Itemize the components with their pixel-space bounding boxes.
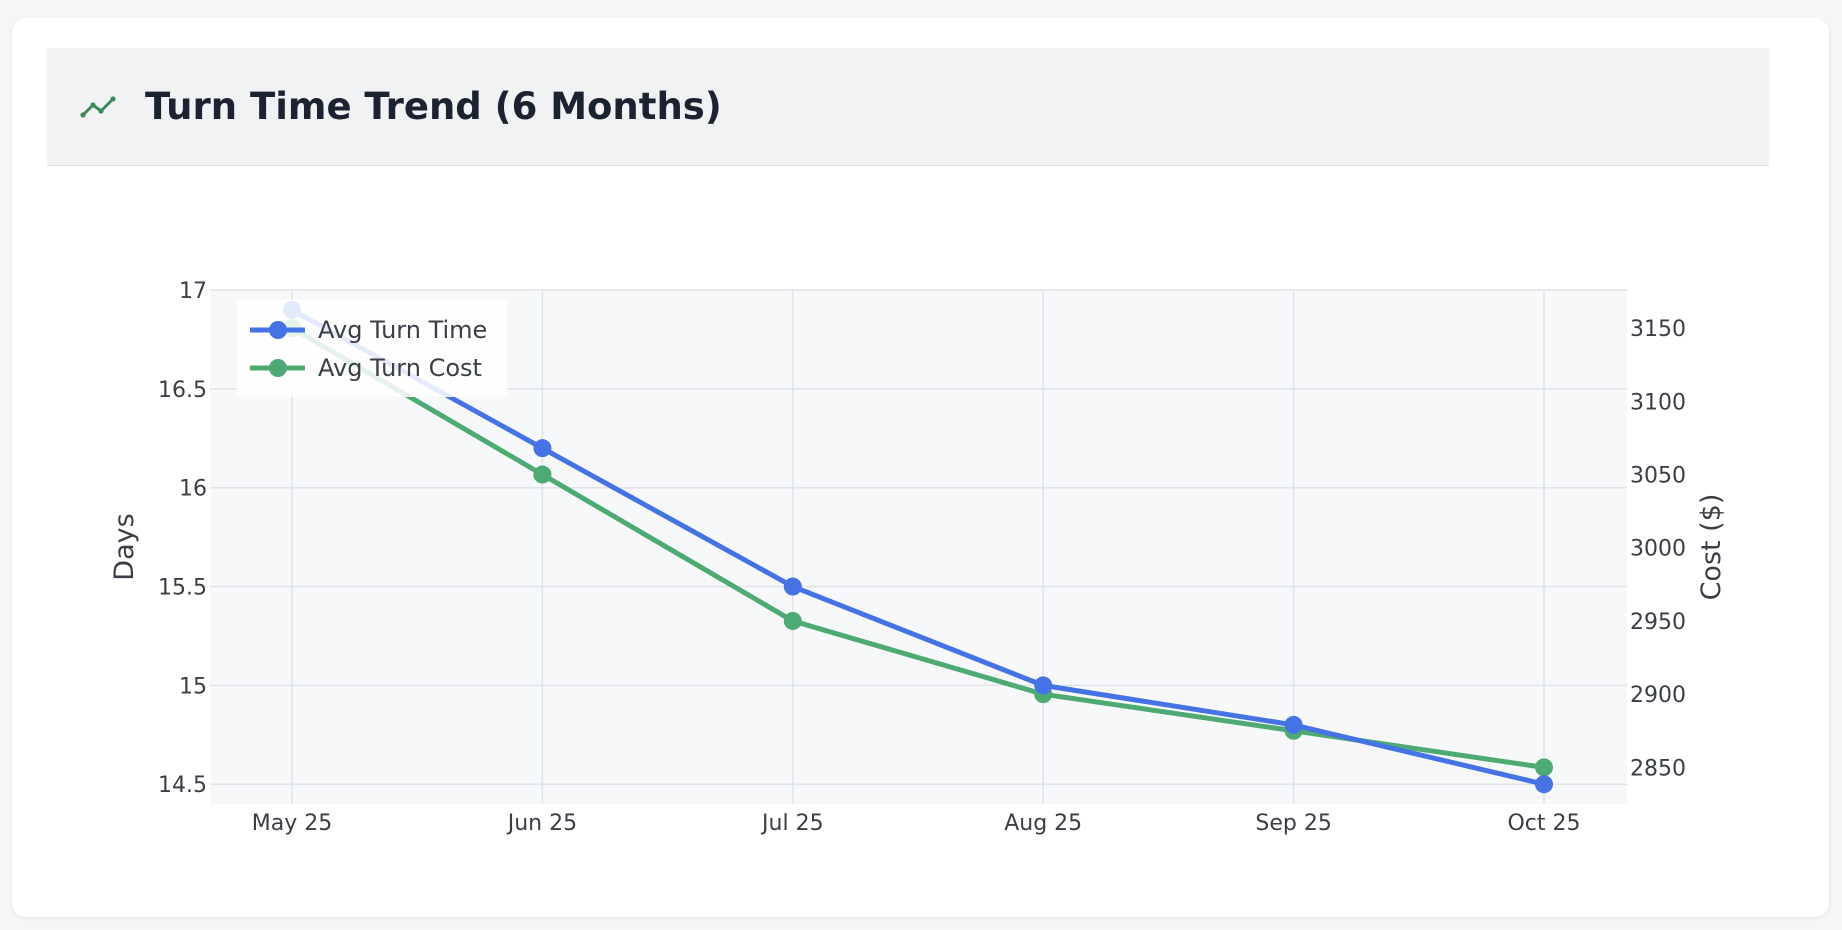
y2-tick-label: 3000 xyxy=(1630,537,1686,562)
y2-tick-label: 3150 xyxy=(1630,317,1686,342)
y-tick-label: 16 xyxy=(179,477,207,502)
y-tick-label: 15 xyxy=(179,674,207,699)
y2-tick-label: 2900 xyxy=(1630,683,1686,708)
legend-label: Avg Turn Cost xyxy=(318,354,482,382)
x-tick-label: Jul 25 xyxy=(760,811,824,836)
data-point-avg-turn-time xyxy=(1535,775,1553,794)
y-axis-title: Days xyxy=(109,513,140,580)
y-tick-label: 15.5 xyxy=(158,576,207,601)
data-point-avg-turn-time xyxy=(1284,715,1303,734)
legend-label: Avg Turn Time xyxy=(318,316,487,344)
legend-swatch-marker xyxy=(269,359,287,377)
data-point-avg-turn-time xyxy=(1034,676,1053,695)
legend-swatch-marker xyxy=(269,321,287,339)
line-chart-icon xyxy=(79,93,119,121)
data-point-avg-turn-cost xyxy=(533,465,552,484)
data-point-avg-turn-cost xyxy=(1535,758,1553,777)
y2-tick-label: 2850 xyxy=(1630,756,1686,781)
y-tick-label: 14.5 xyxy=(158,773,207,798)
x-tick-label: Oct 25 xyxy=(1507,811,1580,836)
x-tick-label: Sep 25 xyxy=(1255,811,1331,836)
data-point-avg-turn-cost xyxy=(783,611,802,630)
data-point-avg-turn-time xyxy=(533,439,552,458)
y-tick-label: 16.5 xyxy=(158,378,207,403)
y2-tick-label: 3050 xyxy=(1630,464,1686,489)
series-line-avg-turn-time xyxy=(289,307,1547,787)
y-tick-label: 17 xyxy=(179,279,207,304)
y2-axis-title: Cost ($) xyxy=(1696,494,1727,601)
x-tick-label: Jun 25 xyxy=(506,811,577,836)
page-title: Turn Time Trend (6 Months) xyxy=(145,85,722,128)
card-header: Turn Time Trend (6 Months) xyxy=(47,48,1769,166)
x-tick-label: Aug 25 xyxy=(1004,811,1082,836)
y2-tick-label: 2950 xyxy=(1630,610,1686,635)
y2-tick-label: 3100 xyxy=(1630,390,1686,415)
legend-box xyxy=(237,300,507,397)
x-tick-label: May 25 xyxy=(252,811,332,836)
data-point-avg-turn-time xyxy=(783,577,802,596)
